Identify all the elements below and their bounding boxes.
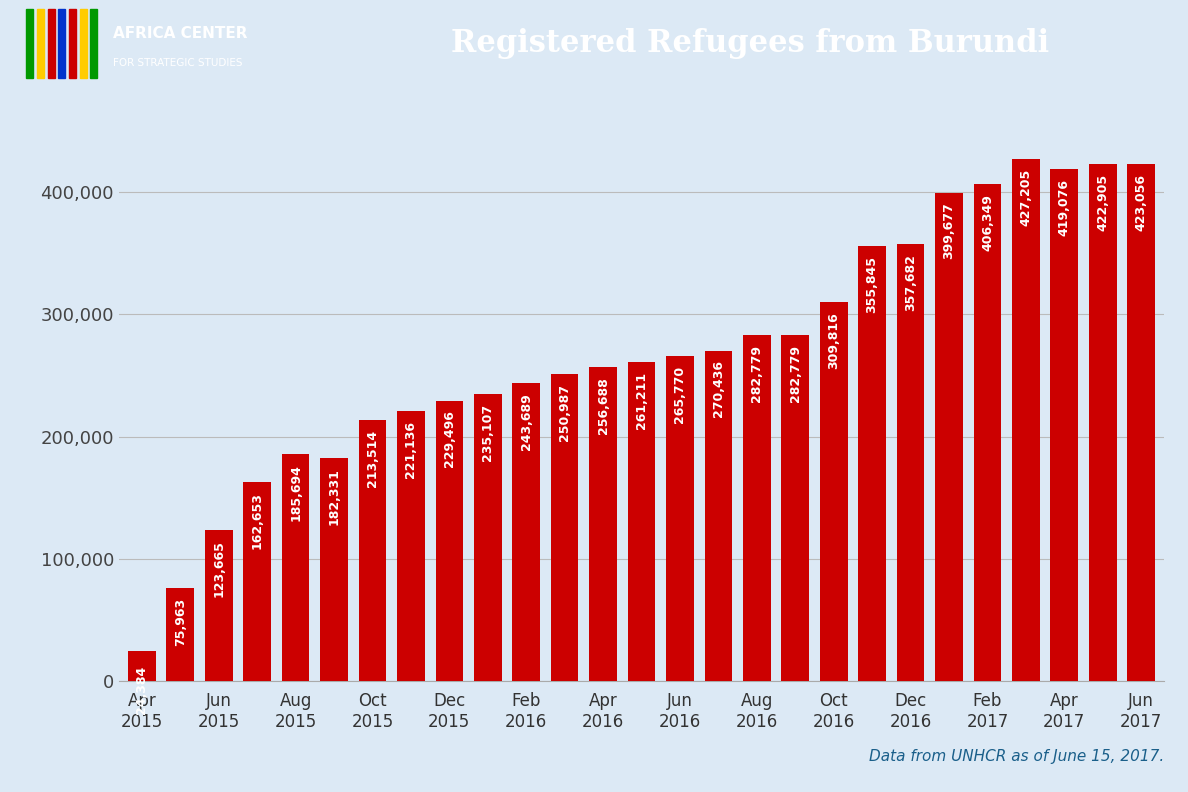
Text: 123,665: 123,665: [213, 539, 226, 596]
Bar: [742, 336, 771, 681]
Bar: [321, 459, 348, 681]
Bar: [704, 351, 732, 681]
Text: 221,136: 221,136: [404, 421, 417, 478]
Bar: [935, 192, 962, 681]
Text: 419,076: 419,076: [1057, 179, 1070, 235]
Text: 75,963: 75,963: [173, 598, 187, 646]
Bar: [128, 651, 156, 681]
Text: 282,779: 282,779: [789, 345, 802, 402]
Text: FOR STRATEGIC STUDIES: FOR STRATEGIC STUDIES: [113, 58, 242, 68]
Text: 309,816: 309,816: [827, 312, 840, 369]
Bar: [820, 303, 847, 681]
FancyArrow shape: [48, 9, 55, 78]
Bar: [551, 375, 579, 681]
Bar: [1089, 164, 1117, 681]
Text: 24,384: 24,384: [135, 666, 148, 714]
Text: 282,779: 282,779: [751, 345, 764, 402]
Text: 250,987: 250,987: [558, 384, 571, 441]
Bar: [1050, 169, 1079, 681]
Text: 256,688: 256,688: [596, 377, 609, 434]
Text: 270,436: 270,436: [712, 360, 725, 417]
Bar: [1012, 159, 1040, 681]
Text: AFRICA CENTER: AFRICA CENTER: [113, 25, 247, 40]
Text: 265,770: 265,770: [674, 366, 687, 423]
Text: 229,496: 229,496: [443, 410, 456, 467]
Bar: [512, 383, 541, 681]
Bar: [204, 530, 233, 681]
Text: 406,349: 406,349: [981, 194, 994, 251]
Text: 162,653: 162,653: [251, 492, 264, 549]
Bar: [282, 454, 309, 681]
Bar: [858, 246, 886, 681]
Text: 423,056: 423,056: [1135, 173, 1148, 230]
Text: 261,211: 261,211: [636, 371, 647, 428]
Text: 235,107: 235,107: [481, 403, 494, 461]
FancyArrow shape: [80, 9, 87, 78]
Bar: [782, 336, 809, 681]
Text: 357,682: 357,682: [904, 253, 917, 310]
Text: Registered Refugees from Burundi: Registered Refugees from Burundi: [451, 28, 1049, 59]
Text: 185,694: 185,694: [289, 464, 302, 521]
Text: 213,514: 213,514: [366, 430, 379, 487]
Bar: [474, 394, 501, 681]
Text: 427,205: 427,205: [1019, 169, 1032, 226]
Bar: [436, 401, 463, 681]
Bar: [974, 185, 1001, 681]
Bar: [666, 356, 694, 681]
Text: Data from UNHCR as of June 15, 2017.: Data from UNHCR as of June 15, 2017.: [868, 749, 1164, 764]
Bar: [397, 411, 425, 681]
FancyArrow shape: [90, 9, 97, 78]
Bar: [627, 362, 656, 681]
FancyArrow shape: [26, 9, 33, 78]
Bar: [244, 482, 271, 681]
Bar: [166, 588, 194, 681]
Text: 422,905: 422,905: [1097, 174, 1110, 231]
FancyArrow shape: [37, 9, 44, 78]
Bar: [1127, 164, 1155, 681]
Text: 355,845: 355,845: [866, 256, 879, 313]
Bar: [589, 367, 617, 681]
Text: 182,331: 182,331: [328, 468, 341, 525]
Bar: [359, 420, 386, 681]
Bar: [897, 244, 924, 681]
FancyArrow shape: [58, 9, 65, 78]
FancyArrow shape: [69, 9, 76, 78]
Text: 399,677: 399,677: [942, 202, 955, 259]
Text: 243,689: 243,689: [519, 393, 532, 450]
